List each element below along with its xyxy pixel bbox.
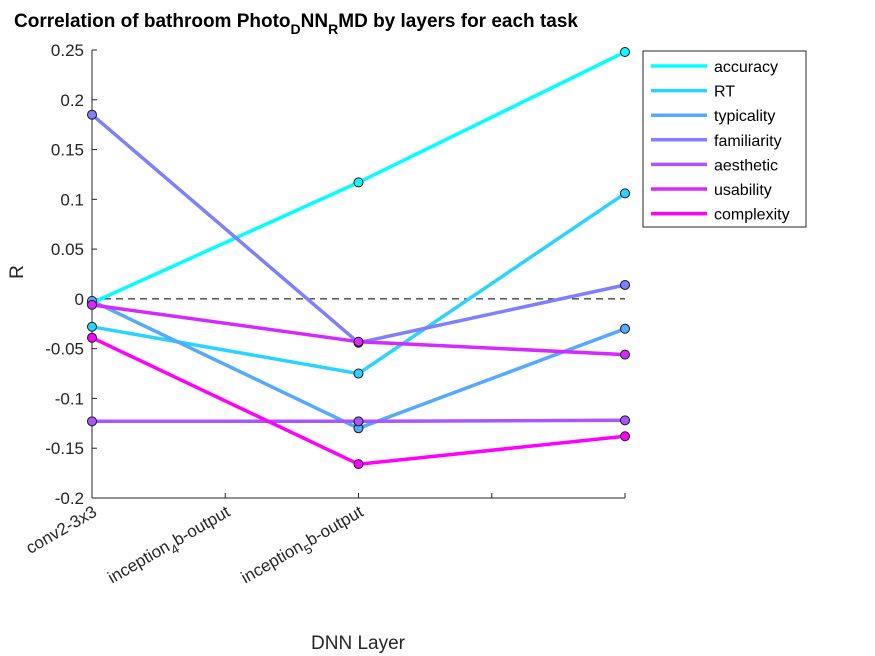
y-axis: -0.2 -0.15 -0.1 -0.05 0 0.05 0.1 0.15 0.2 0.25 [45,41,97,508]
x-axis-label: DNN Layer [311,633,406,654]
series-line [91,336,626,466]
chart-title-part: D [291,21,301,37]
chart-title-part: Correlation of bathroom Photo [14,11,291,32]
y-tick-label: 0.1 [60,190,84,209]
legend-label: accuracy [714,59,778,76]
series-complexity [87,332,630,470]
series-layer [87,46,630,470]
data-point [620,323,630,334]
y-tick-label: 0.15 [51,141,84,160]
data-point [620,279,630,290]
chart-title-part: MD by layers for each task [338,11,578,32]
data-point [87,109,97,120]
data-point [353,459,364,470]
y-tick-label: 0.05 [51,240,84,259]
y-tick-label: 0 [75,290,84,309]
legend-label: complexity [714,207,790,224]
data-point [353,336,364,347]
y-tick-label: 0.2 [60,91,84,110]
data-point [620,415,630,426]
x-axis: conv2-3x3inception4b-outputinception5b-o… [23,493,626,592]
legend-label: aesthetic [714,157,778,174]
x-tick-label: inception4b-output [105,502,236,592]
series-line [91,299,626,431]
data-point [353,416,364,427]
data-point [87,321,97,332]
legend-item: typicality [651,108,775,125]
data-point [353,368,364,379]
y-tick-label: 0.25 [51,41,84,60]
data-point [620,46,630,57]
series-accuracy [87,46,630,308]
data-point [87,299,97,310]
data-point [620,188,630,199]
data-point [620,349,630,360]
y-tick-label: -0.15 [45,439,84,458]
data-point [353,177,364,188]
series-usability [87,299,630,360]
legend-item: RT [651,84,735,101]
data-point [87,332,97,343]
legend-label: familiarity [714,133,782,150]
chart-title-part: R [328,21,338,37]
legend-item: aesthetic [651,157,778,174]
x-tick-label: conv2-3x3 [23,502,100,558]
legend-item: accuracy [651,59,778,76]
legend: accuracy RT typicality familiarity aesthetic… [642,50,807,228]
y-tick-label: -0.2 [55,489,84,508]
legend-label: usability [714,182,772,199]
chart-title-part: NN [301,11,328,32]
chart-title: Correlation of bathroom PhotoDNNRMD by l… [14,11,578,37]
data-point [620,431,630,442]
data-point [87,416,97,427]
legend-item: usability [651,182,772,199]
y-tick-label: -0.05 [45,340,84,359]
legend-item: familiarity [651,133,782,150]
series-familiarity [87,109,630,348]
legend-label: RT [714,84,735,101]
x-tick-label: inception5b-output [238,502,369,592]
series-line [90,113,626,345]
y-axis-label: R [7,265,28,279]
legend-item: complexity [651,207,790,224]
series-aesthetic [87,415,630,427]
legend-label: typicality [714,108,775,125]
y-tick-label: -0.1 [55,389,84,408]
